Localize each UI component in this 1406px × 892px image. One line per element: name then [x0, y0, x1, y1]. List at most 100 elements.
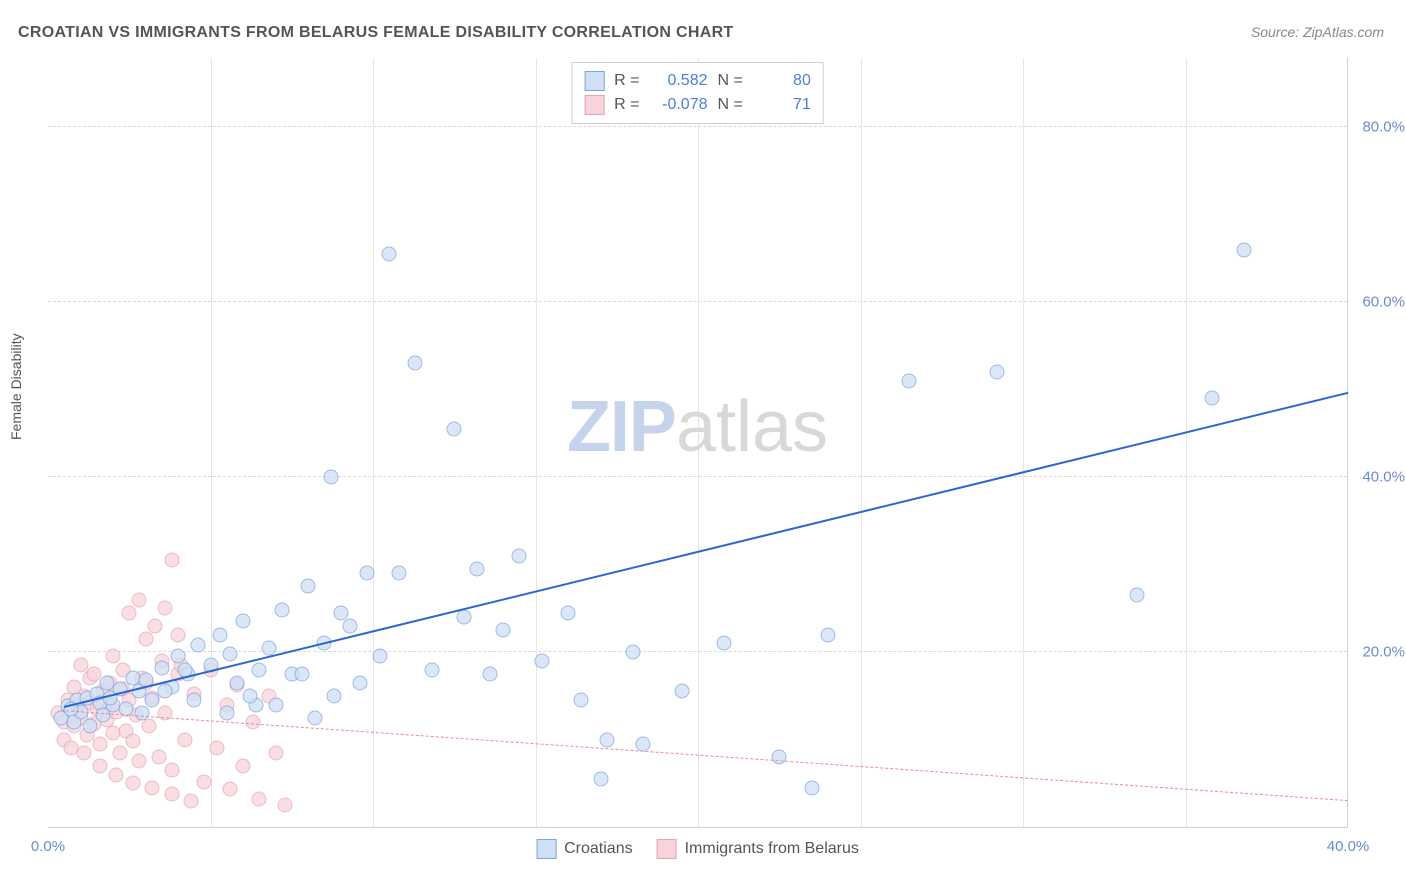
- scatter-point: [242, 688, 257, 703]
- scatter-point: [148, 618, 163, 633]
- scatter-point: [93, 758, 108, 773]
- scatter-point: [138, 631, 153, 646]
- scatter-point: [93, 736, 108, 751]
- scatter-point: [145, 780, 160, 795]
- gridline-v: [536, 58, 537, 827]
- scatter-point: [151, 750, 166, 765]
- gridline-v: [698, 58, 699, 827]
- scatter-point: [372, 649, 387, 664]
- series-legend-item-1: Immigrants from Belarus: [657, 839, 859, 859]
- scatter-point: [236, 758, 251, 773]
- scatter-point: [821, 627, 836, 642]
- scatter-point: [171, 627, 186, 642]
- scatter-point: [112, 745, 127, 760]
- scatter-point: [512, 548, 527, 563]
- scatter-point: [223, 646, 238, 661]
- scatter-point: [223, 782, 238, 797]
- legend-r-label-1: R =: [614, 96, 639, 114]
- watermark-zip: ZIP: [567, 387, 676, 467]
- scatter-point: [252, 792, 267, 807]
- scatter-point: [447, 421, 462, 436]
- series-legend: Croatians Immigrants from Belarus: [536, 839, 859, 859]
- scatter-point: [164, 786, 179, 801]
- scatter-point: [252, 662, 267, 677]
- scatter-point: [294, 666, 309, 681]
- scatter-point: [408, 356, 423, 371]
- scatter-point: [164, 763, 179, 778]
- scatter-point: [359, 566, 374, 581]
- y-tick-label: 80.0%: [1362, 119, 1405, 136]
- scatter-point: [470, 561, 485, 576]
- scatter-point: [210, 741, 225, 756]
- scatter-point: [268, 697, 283, 712]
- scatter-point: [353, 675, 368, 690]
- scatter-point: [164, 553, 179, 568]
- scatter-point: [236, 614, 251, 629]
- scatter-point: [125, 776, 140, 791]
- scatter-point: [772, 750, 787, 765]
- chart-title: CROATIAN VS IMMIGRANTS FROM BELARUS FEMA…: [18, 24, 734, 42]
- x-tick-label: 0.0%: [31, 838, 65, 855]
- scatter-point: [96, 708, 111, 723]
- scatter-point: [496, 623, 511, 638]
- scatter-point: [717, 636, 732, 651]
- legend-r-label-0: R =: [614, 72, 639, 90]
- scatter-point: [83, 719, 98, 734]
- legend-swatch-0: [584, 71, 604, 91]
- scatter-point: [109, 767, 124, 782]
- gridline-v: [1023, 58, 1024, 827]
- scatter-point: [268, 745, 283, 760]
- gridline-v: [211, 58, 212, 827]
- scatter-point: [1129, 588, 1144, 603]
- plot-area: ZIPatlas R = 0.582 N = 80 R = -0.078 N =…: [48, 58, 1348, 828]
- y-tick-label: 40.0%: [1362, 469, 1405, 486]
- scatter-point: [902, 373, 917, 388]
- scatter-point: [158, 601, 173, 616]
- source-label: Source: ZipAtlas.com: [1251, 24, 1384, 40]
- scatter-point: [132, 592, 147, 607]
- scatter-point: [154, 660, 169, 675]
- scatter-point: [187, 693, 202, 708]
- chart-container: CROATIAN VS IMMIGRANTS FROM BELARUS FEMA…: [0, 0, 1406, 892]
- gridline-v: [1186, 58, 1187, 827]
- scatter-point: [76, 745, 91, 760]
- scatter-point: [535, 653, 550, 668]
- scatter-point: [343, 618, 358, 633]
- scatter-point: [990, 365, 1005, 380]
- scatter-point: [382, 246, 397, 261]
- scatter-point: [197, 774, 212, 789]
- legend-row-0: R = 0.582 N = 80: [584, 69, 811, 93]
- scatter-point: [804, 780, 819, 795]
- scatter-point: [327, 688, 342, 703]
- legend-n-label-1: N =: [718, 96, 743, 114]
- legend-r-value-0: 0.582: [650, 72, 708, 90]
- series-swatch-1: [657, 839, 677, 859]
- series-legend-item-0: Croatians: [536, 839, 632, 859]
- scatter-point: [600, 732, 615, 747]
- trend-line: [64, 392, 1348, 708]
- scatter-point: [177, 732, 192, 747]
- scatter-point: [213, 627, 228, 642]
- legend-swatch-1: [584, 95, 604, 115]
- legend-n-label-0: N =: [718, 72, 743, 90]
- scatter-point: [574, 693, 589, 708]
- scatter-point: [278, 798, 293, 813]
- scatter-point: [635, 736, 650, 751]
- scatter-point: [323, 470, 338, 485]
- scatter-point: [333, 605, 348, 620]
- scatter-point: [626, 645, 641, 660]
- y-tick-label: 20.0%: [1362, 644, 1405, 661]
- series-label-1: Immigrants from Belarus: [685, 840, 859, 858]
- scatter-point: [184, 793, 199, 808]
- scatter-point: [106, 649, 121, 664]
- scatter-point: [424, 662, 439, 677]
- scatter-point: [561, 605, 576, 620]
- y-tick-label: 60.0%: [1362, 294, 1405, 311]
- scatter-point: [229, 675, 244, 690]
- scatter-point: [1204, 391, 1219, 406]
- scatter-point: [307, 710, 322, 725]
- legend-r-value-1: -0.078: [650, 96, 708, 114]
- scatter-point: [301, 579, 316, 594]
- scatter-point: [158, 684, 173, 699]
- gridline-v: [861, 58, 862, 827]
